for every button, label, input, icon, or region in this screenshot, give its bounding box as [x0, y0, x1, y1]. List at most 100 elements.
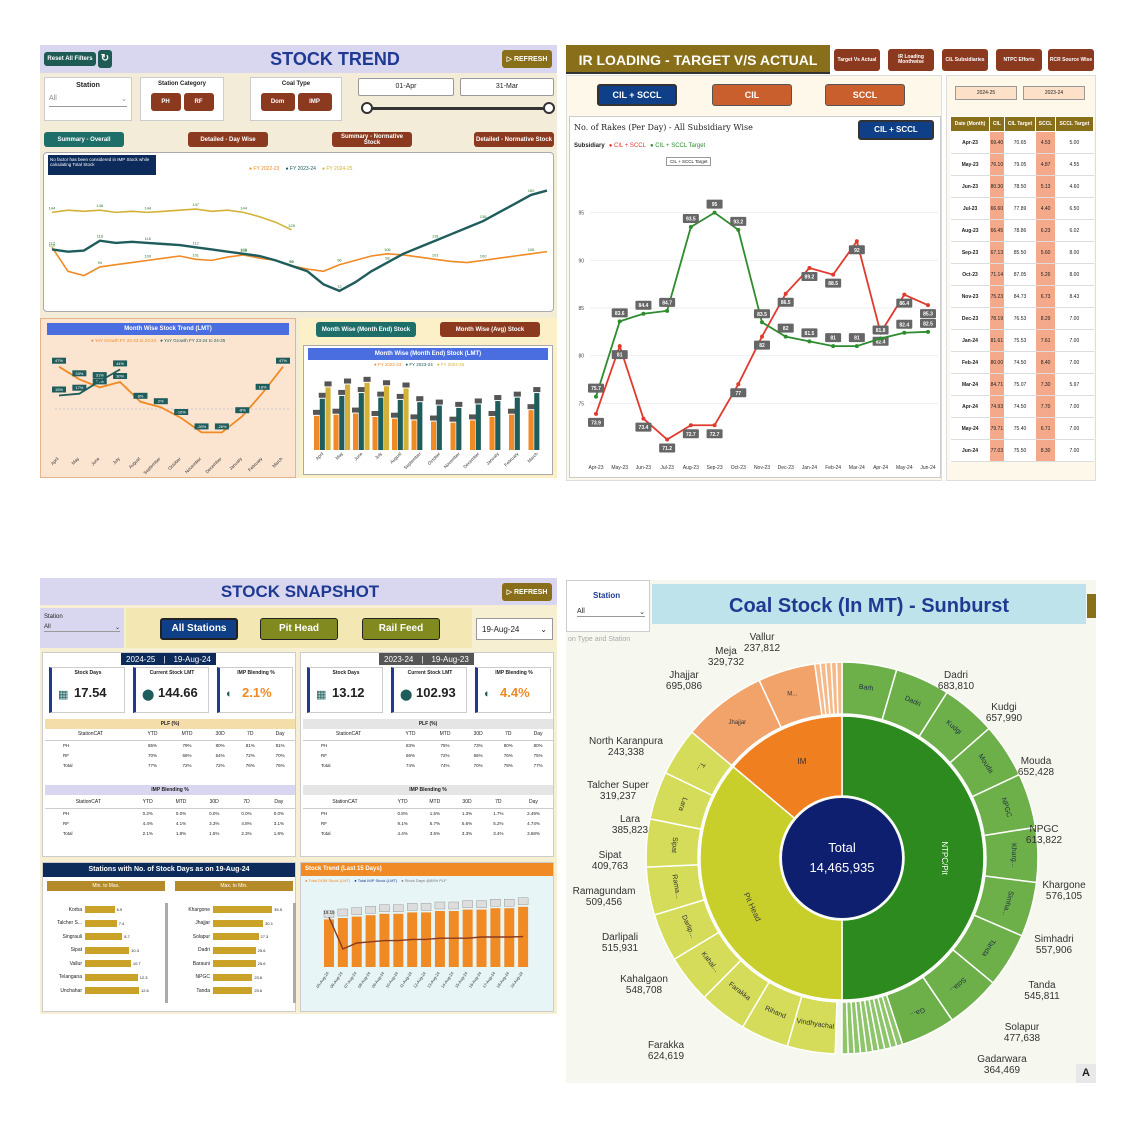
reset-icon[interactable]: ↻: [98, 50, 112, 68]
snapshot-table-cell: 80%: [533, 742, 543, 748]
list-item-name: Tanda: [196, 987, 210, 994]
coal-dom-button[interactable]: Dom: [260, 93, 295, 111]
ir-table-cell: 5.60: [1035, 241, 1056, 264]
list-scrollbar-right[interactable]: [293, 903, 296, 1003]
slider-handle-right[interactable]: [543, 102, 555, 114]
tab-summary-overall[interactable]: Summary - Overall: [44, 132, 124, 147]
ir-table-cell: 5.26: [1035, 263, 1056, 286]
summary-data-label: 101: [192, 252, 199, 257]
tab-cil[interactable]: CIL: [712, 84, 792, 106]
ir-point: [594, 411, 598, 416]
nav-rcr-source-wise[interactable]: RCR Source Wise: [1048, 49, 1094, 71]
mw-tick-label: May: [71, 456, 81, 466]
me-bar: [514, 397, 520, 450]
snapshot-table-cell: PH: [63, 742, 70, 748]
ir-table-cell: Aug-23: [950, 219, 990, 242]
sunburst-segment-label: Lara: [677, 796, 688, 812]
ir-table-cell: 79.71: [989, 417, 1005, 440]
mw-data-label: -26%: [197, 424, 207, 429]
year-2024-25[interactable]: 2024-25: [955, 86, 1017, 100]
tab-month-avg-stock[interactable]: Month Wise (Avg) Stock: [440, 322, 540, 337]
date-to-input[interactable]: 31-Mar: [460, 78, 554, 96]
sb-station-dropdown[interactable]: All ⌄: [577, 608, 645, 617]
sunburst-station-filter[interactable]: Station All ⌄: [566, 580, 650, 632]
nav-target-vs-actual[interactable]: Target Vs Actual: [834, 49, 880, 71]
snapshot-station-dropdown[interactable]: All ⌄: [44, 624, 120, 632]
snapshot-date-select[interactable]: 19-Aug-24 ⌄: [476, 618, 553, 640]
snapshot-table-cell: 85%: [148, 742, 158, 748]
snapshot-table-header: StationCAT YTD MTD 30D 7D Day: [45, 797, 295, 809]
ir-label-box: [706, 199, 723, 209]
blend-icon: ◐: [226, 688, 233, 700]
summary-data-label: 112: [49, 240, 56, 245]
sunburst-side-tab[interactable]: [1087, 594, 1096, 618]
category-rf-button[interactable]: RF: [183, 93, 214, 111]
calendar-icon: ▦: [58, 689, 69, 701]
year-2023-24[interactable]: 2023-24: [1023, 86, 1085, 100]
snapshot-table-cell: 4.8%: [241, 820, 252, 826]
coal-imp-button[interactable]: IMP: [297, 93, 332, 111]
ir-table-cell: 74.50: [1004, 351, 1036, 374]
snapshot-station-filter[interactable]: Station All ⌄: [40, 608, 124, 648]
refresh-label: REFRESH: [513, 55, 548, 63]
slider-handle-left[interactable]: [361, 102, 373, 114]
tab-detailed-normative[interactable]: Detailed - Normative Stock: [474, 132, 554, 147]
snapshot-refresh-button[interactable]: ▷ REFRESH: [502, 583, 552, 601]
tab-summary-normative[interactable]: Summary - Normative Stock: [332, 132, 412, 147]
reset-filters-button[interactable]: Reset All Filters: [44, 52, 96, 66]
snapshot-table-cell: 3.1%: [273, 820, 284, 826]
ir-table-cell: 84.71: [989, 373, 1005, 396]
ir-table-cell: 76.10: [989, 153, 1005, 176]
tab-month-end-stock[interactable]: Month Wise (Month End) Stock: [316, 322, 416, 337]
me-bar-label-box: [416, 396, 424, 402]
refresh-button[interactable]: ▷ REFRESH: [502, 50, 552, 68]
ir-data-label: 82: [783, 326, 789, 332]
snapshot-table-cell: 2.1%: [142, 830, 153, 836]
tab-pit-head[interactable]: Pit Head: [260, 618, 338, 640]
sunburst-external-name: Farakka: [648, 1040, 685, 1051]
ir-table-cell: 7.30: [1035, 373, 1056, 396]
tab-rail-feed[interactable]: Rail Feed: [362, 618, 440, 640]
summary-data-label: 144: [144, 205, 151, 210]
station-filter[interactable]: Station All ⌄: [44, 77, 132, 121]
ir-data-label: 71.2: [662, 446, 672, 452]
date-range-slider[interactable]: [365, 107, 551, 110]
tab-detailed-day-wise[interactable]: Detailed - Day Wise: [188, 132, 268, 147]
nav-cil-subsidiaries[interactable]: CIL Subsidiaries: [942, 49, 988, 71]
left-imp-table: StationCAT YTD MTD 30D 7D Day PH 0.2% 0.0% 0.0% 0.…: [45, 797, 295, 838]
summary-series-line-1: [51, 189, 548, 293]
ir-data-label: 81: [830, 336, 836, 342]
date-from-input[interactable]: 01-Apr: [358, 78, 454, 96]
list-item-name: Sipat: [70, 947, 82, 954]
mw-label-box: [72, 384, 87, 391]
ir-point: [688, 224, 693, 229]
ir-table-cell: 84.73: [1004, 285, 1036, 308]
snapshot-header-cell: YTD: [131, 797, 164, 809]
ir-xtick: Feb-24: [825, 465, 841, 471]
tab-sccl[interactable]: SCCL: [825, 84, 905, 106]
ir-label-box: [896, 319, 913, 329]
summary-data-label: 95: [289, 259, 294, 264]
ir-data-label: 86.5: [781, 300, 791, 306]
ir-data-label: 82.5: [923, 321, 933, 327]
mw-data-label: 47%: [55, 358, 63, 363]
mw-data-label: 31%: [96, 373, 104, 378]
station-dropdown[interactable]: All ⌄: [49, 95, 127, 107]
ir-series-badge[interactable]: CIL + SCCL: [858, 120, 934, 140]
me-bar-label-box: [382, 380, 391, 386]
st15-label-box: [448, 901, 459, 910]
ir-point: [854, 344, 859, 349]
summary-data-label: 118: [432, 234, 439, 239]
ir-label-box: [825, 278, 842, 288]
nav-ntpc-efforts[interactable]: NTPC Efforts: [996, 49, 1042, 71]
list-scrollbar-left[interactable]: [165, 903, 168, 1003]
ir-table-row: May-23 76.10 79.05 4.87 4.55: [950, 153, 1094, 176]
me-title: Month Wise (Month End) Stock (LMT): [308, 348, 548, 360]
tab-cil-sccl[interactable]: CIL + SCCL: [597, 84, 677, 106]
nav-ir-loading-monthwise[interactable]: IR Loading Monthwise: [888, 49, 934, 71]
me-bar: [392, 418, 398, 450]
snapshot-table-cell: 4.74%: [527, 820, 540, 826]
ir-xtick: Mar-24: [849, 465, 865, 471]
category-ph-button[interactable]: PH: [150, 93, 181, 111]
tab-all-stations[interactable]: All Stations: [160, 618, 238, 640]
